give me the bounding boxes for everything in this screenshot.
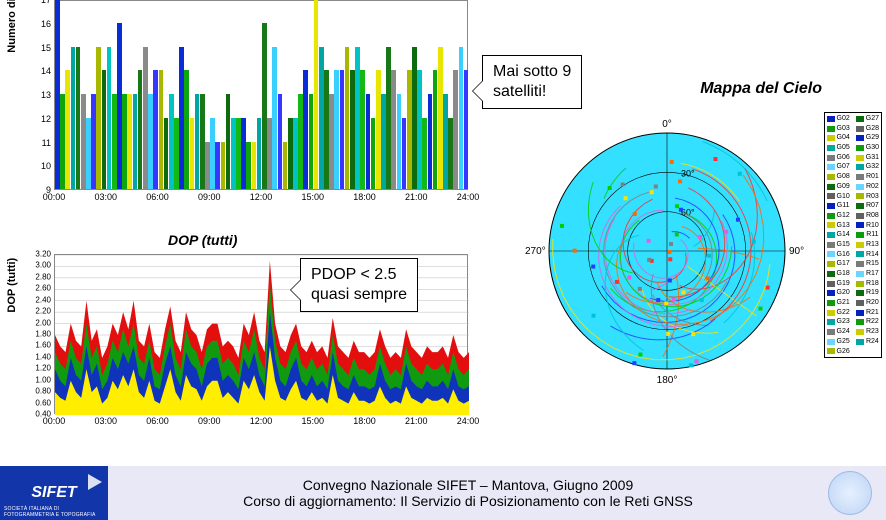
sat-bar — [407, 70, 412, 189]
sat-bar — [412, 47, 417, 190]
sat-bar — [309, 94, 314, 189]
svg-text:180°: 180° — [657, 375, 678, 386]
sat-bar — [448, 118, 453, 189]
sat-bar — [138, 70, 143, 189]
sat-bar — [174, 118, 179, 189]
sat-plot — [54, 0, 468, 190]
sat-bar — [433, 70, 438, 189]
sat-bar — [164, 118, 169, 189]
sat-bar — [381, 94, 386, 189]
seal-icon — [828, 471, 872, 515]
sat-bar — [122, 94, 127, 189]
sat-bar — [246, 142, 251, 190]
sat-bar — [288, 118, 293, 189]
sat-bar — [329, 94, 334, 189]
sat-bar — [96, 47, 101, 190]
svg-text:60°: 60° — [681, 208, 695, 218]
sat-bar — [65, 70, 70, 189]
sat-bar — [102, 70, 107, 189]
sat-bar — [215, 142, 220, 190]
sat-bar — [283, 142, 288, 190]
sat-bar — [262, 23, 267, 189]
sat-bar — [107, 47, 112, 190]
sat-bar — [298, 94, 303, 189]
sat-bar — [133, 94, 138, 189]
dop-ylabel: DOP (tutti) — [6, 258, 18, 313]
satellite-count-chart: Numero di Satelliti 9101112131415161700:… — [18, 0, 468, 210]
callout-pdop: PDOP < 2.5 quasi sempre — [300, 258, 418, 312]
sat-bar — [210, 118, 215, 189]
sat-bar — [226, 94, 231, 189]
sat-bar — [314, 0, 319, 189]
sat-bar — [231, 118, 236, 189]
footer-text: Convegno Nazionale SIFET – Mantova, Giug… — [108, 477, 828, 509]
svg-text:0°: 0° — [662, 119, 672, 130]
sat-bar — [81, 94, 86, 189]
sat-bar — [252, 142, 257, 190]
sat-bar — [76, 47, 81, 190]
sat-bar — [340, 70, 345, 189]
sat-bar — [453, 70, 458, 189]
sat-bar — [159, 70, 164, 189]
sat-bar — [241, 118, 246, 189]
sat-bar — [355, 47, 360, 190]
sat-bar — [236, 118, 241, 189]
sat-bar — [272, 47, 277, 190]
sat-bar — [55, 0, 60, 189]
svg-text:90°: 90° — [789, 246, 804, 257]
sat-bar — [293, 118, 298, 189]
sat-bar — [334, 70, 339, 189]
sat-bar — [422, 118, 427, 189]
sat-bar — [366, 94, 371, 189]
sat-bar — [205, 142, 210, 190]
sat-bar — [91, 94, 96, 189]
sat-bar — [278, 94, 283, 189]
sat-bar — [350, 70, 355, 189]
sifet-logo: SIFET SOCIETÀ ITALIANA DI FOTOGRAMMETRIA… — [0, 466, 108, 520]
sat-bar — [324, 70, 329, 189]
sat-bar — [60, 94, 65, 189]
sat-bar — [428, 94, 433, 189]
sky-map: Mappa del Cielo 0° 180° 90° 270° 30° 60° G02G… — [490, 82, 882, 402]
sat-bar — [438, 47, 443, 190]
sat-bar — [402, 118, 407, 189]
sat-bar — [179, 47, 184, 190]
sat-bar — [71, 47, 76, 190]
sat-bar — [148, 94, 153, 189]
sat-bar — [112, 94, 117, 189]
sat-bar — [303, 70, 308, 189]
sat-bar — [117, 23, 122, 189]
sat-bar — [397, 94, 402, 189]
sat-bar — [391, 70, 396, 189]
sat-bar — [200, 94, 205, 189]
sat-bar — [443, 94, 448, 189]
sky-legend: G02G03G04G05G06G07G08G09G10G11G12G13G14G… — [824, 112, 882, 358]
sat-bar — [153, 70, 158, 189]
sat-bar — [221, 142, 226, 190]
sat-bar — [459, 47, 464, 190]
dop-title: DOP (tutti) — [168, 232, 237, 248]
sat-bar — [345, 47, 350, 190]
sat-bar — [86, 118, 91, 189]
sat-bar — [143, 47, 148, 190]
sat-bar — [386, 47, 391, 190]
svg-text:270°: 270° — [525, 246, 546, 257]
sat-bar — [376, 70, 381, 189]
sat-bar — [417, 70, 422, 189]
footer-bar: SIFET SOCIETÀ ITALIANA DI FOTOGRAMMETRIA… — [0, 466, 886, 520]
sat-bar — [360, 70, 365, 189]
sat-bar — [319, 47, 324, 190]
sat-bar — [169, 94, 174, 189]
sat-ylabel: Numero di Satelliti — [6, 0, 18, 53]
sat-bar — [267, 118, 272, 189]
sat-bar — [127, 94, 132, 189]
sat-bar — [190, 118, 195, 189]
sat-bar — [184, 70, 189, 189]
svg-text:30°: 30° — [681, 168, 695, 178]
sat-bar — [371, 118, 376, 189]
sky-title: Mappa del Cielo — [700, 80, 822, 98]
sat-bar — [195, 94, 200, 189]
sat-bar — [257, 118, 262, 189]
